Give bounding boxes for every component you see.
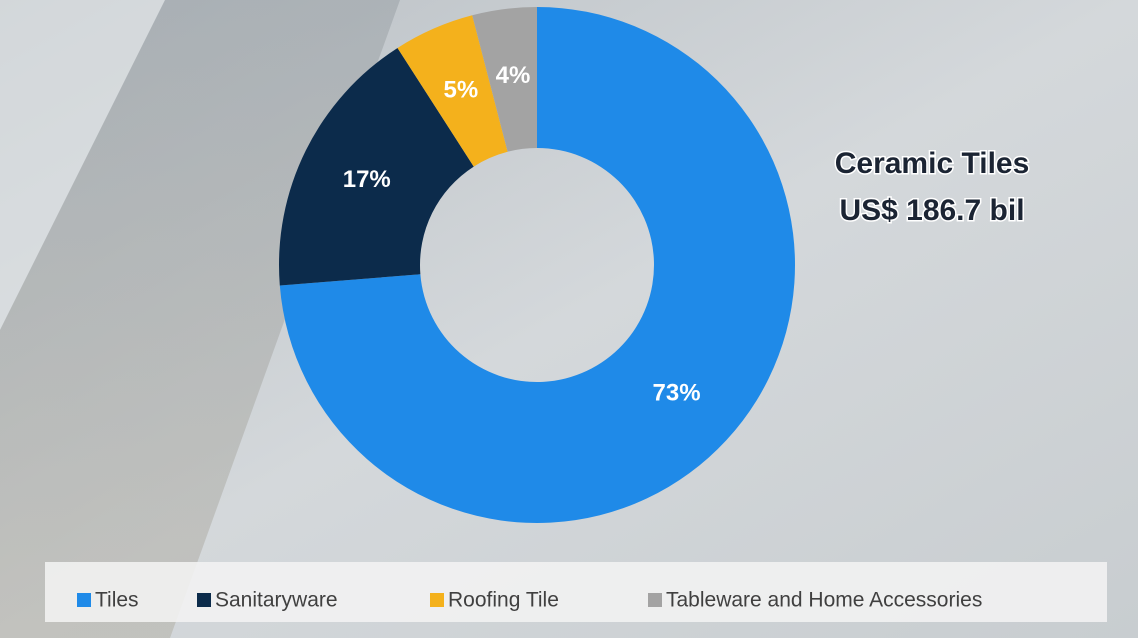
- annotation-line: Ceramic Tiles: [835, 147, 1030, 180]
- legend-label: Sanitaryware: [215, 589, 338, 612]
- legend-swatch: [77, 593, 91, 607]
- chart: Ceramic Tiles US$ 186.7 bil 73% 17% 5% 4% Til…: [0, 0, 1138, 638]
- legend-swatch: [197, 593, 211, 607]
- data-label: 5%: [443, 76, 478, 103]
- legend-swatch: [648, 593, 662, 607]
- page: Ceramic Tiles US$ 186.7 bil 73% 17% 5% 4% Til…: [0, 0, 1138, 638]
- data-label: 17%: [343, 166, 391, 193]
- legend-swatch: [430, 593, 444, 607]
- data-label: 4%: [496, 62, 531, 89]
- annotation-line: US$ 186.7 bil: [839, 194, 1024, 227]
- data-label: 73%: [653, 379, 701, 406]
- legend-label: Roofing Tile: [448, 589, 559, 612]
- legend-label: Tiles: [95, 589, 139, 612]
- legend-label: Tableware and Home Accessories: [666, 589, 982, 612]
